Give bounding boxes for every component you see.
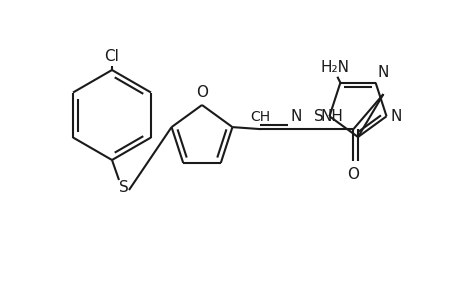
Text: H₂N: H₂N [320, 60, 349, 75]
Text: CH: CH [250, 110, 270, 124]
Text: N: N [290, 109, 301, 124]
Text: S: S [313, 109, 323, 124]
Text: N: N [377, 65, 388, 80]
Text: O: O [347, 167, 358, 182]
Text: N: N [390, 109, 401, 124]
Text: Cl: Cl [104, 49, 119, 64]
Text: NH: NH [320, 109, 342, 124]
Text: O: O [196, 85, 207, 100]
Text: S: S [119, 181, 129, 196]
